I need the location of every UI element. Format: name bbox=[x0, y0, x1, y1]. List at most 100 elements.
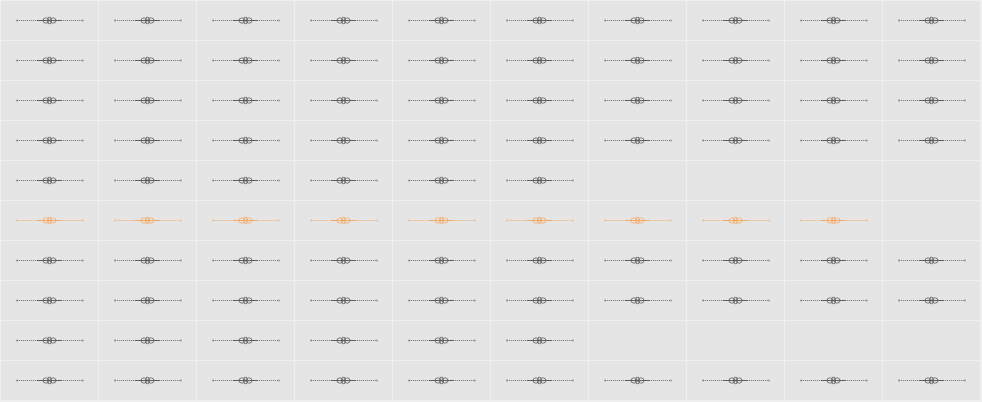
ornamental-divider-icon bbox=[702, 296, 770, 305]
ornamental-divider-icon bbox=[114, 16, 182, 25]
grid-cell bbox=[589, 81, 686, 120]
grid-cell bbox=[99, 321, 196, 360]
grid-cell bbox=[687, 281, 784, 320]
grid-cell bbox=[1, 321, 98, 360]
ornamental-divider-icon bbox=[310, 136, 378, 145]
grid-cell bbox=[785, 1, 882, 40]
ornamental-divider-icon bbox=[114, 176, 182, 185]
ornamental-divider-icon bbox=[310, 376, 378, 385]
grid-cell bbox=[589, 321, 686, 360]
grid-cell bbox=[99, 281, 196, 320]
grid-cell bbox=[393, 161, 490, 200]
grid-cell bbox=[295, 41, 392, 80]
ornamental-divider-icon bbox=[310, 16, 378, 25]
grid-cell bbox=[197, 281, 294, 320]
ornamental-divider-icon bbox=[408, 376, 476, 385]
grid-cell bbox=[99, 41, 196, 80]
grid-cell bbox=[99, 121, 196, 160]
grid-cell bbox=[197, 361, 294, 400]
grid-cell bbox=[295, 281, 392, 320]
grid-cell bbox=[491, 361, 588, 400]
ornamental-divider-icon bbox=[16, 56, 84, 65]
grid-cell bbox=[491, 201, 588, 240]
grid-cell bbox=[197, 201, 294, 240]
ornamental-divider-icon bbox=[16, 136, 84, 145]
grid-cell bbox=[197, 321, 294, 360]
grid-cell bbox=[1, 81, 98, 120]
grid-cell bbox=[589, 161, 686, 200]
ornamental-divider-icon bbox=[408, 176, 476, 185]
ornamental-divider-icon bbox=[310, 216, 378, 225]
ornamental-divider-icon bbox=[604, 216, 672, 225]
grid-cell bbox=[295, 121, 392, 160]
grid-cell bbox=[393, 281, 490, 320]
ornamental-divider-icon bbox=[212, 336, 280, 345]
grid-cell bbox=[589, 241, 686, 280]
ornamental-divider-icon bbox=[310, 296, 378, 305]
grid-cell bbox=[393, 1, 490, 40]
grid-cell bbox=[1, 41, 98, 80]
ornamental-divider-icon bbox=[212, 136, 280, 145]
ornamental-divider-icon bbox=[212, 376, 280, 385]
grid-cell bbox=[589, 41, 686, 80]
grid-cell bbox=[393, 121, 490, 160]
grid-cell bbox=[197, 121, 294, 160]
grid-cell bbox=[99, 1, 196, 40]
grid-cell bbox=[589, 281, 686, 320]
ornamental-divider-icon bbox=[506, 376, 574, 385]
ornamental-divider-icon bbox=[114, 336, 182, 345]
ornamental-divider-icon bbox=[16, 296, 84, 305]
grid-cell bbox=[687, 201, 784, 240]
grid-cell bbox=[589, 1, 686, 40]
ornamental-divider-icon bbox=[310, 336, 378, 345]
ornamental-divider-icon bbox=[408, 256, 476, 265]
grid-cell bbox=[491, 121, 588, 160]
ornamental-divider-icon bbox=[408, 216, 476, 225]
grid-cell bbox=[785, 201, 882, 240]
grid-cell bbox=[393, 361, 490, 400]
ornamental-divider-icon bbox=[506, 176, 574, 185]
grid-cell bbox=[1, 201, 98, 240]
grid-cell bbox=[687, 81, 784, 120]
grid-cell bbox=[393, 321, 490, 360]
grid-cell bbox=[785, 361, 882, 400]
ornamental-divider-icon bbox=[212, 296, 280, 305]
ornamental-divider-icon bbox=[212, 96, 280, 105]
grid-cell bbox=[295, 241, 392, 280]
ornamental-divider-icon bbox=[16, 96, 84, 105]
grid-cell bbox=[99, 201, 196, 240]
grid-cell bbox=[197, 161, 294, 200]
grid-cell bbox=[687, 161, 784, 200]
ornamental-divider-icon bbox=[702, 136, 770, 145]
grid-cell bbox=[295, 161, 392, 200]
ornamental-divider-icon bbox=[212, 176, 280, 185]
ornamental-divider-icon bbox=[898, 16, 966, 25]
ornamental-divider-icon bbox=[114, 296, 182, 305]
ornamental-divider-icon bbox=[800, 256, 868, 265]
ornamental-divider-icon bbox=[16, 216, 84, 225]
grid-cell bbox=[883, 241, 980, 280]
ornamental-divider-icon bbox=[898, 96, 966, 105]
ornamental-divider-icon bbox=[604, 56, 672, 65]
ornamental-divider-icon bbox=[604, 96, 672, 105]
ornamental-divider-icon bbox=[604, 296, 672, 305]
grid-cell bbox=[785, 321, 882, 360]
grid-cell bbox=[99, 161, 196, 200]
grid-cell bbox=[883, 281, 980, 320]
grid-cell bbox=[785, 81, 882, 120]
ornamental-divider-icon bbox=[16, 16, 84, 25]
ornamental-divider-icon bbox=[408, 296, 476, 305]
grid-cell bbox=[491, 161, 588, 200]
ornamental-divider-icon bbox=[506, 136, 574, 145]
ornamental-divider-icon bbox=[506, 256, 574, 265]
ornamental-divider-icon bbox=[604, 376, 672, 385]
ornamental-divider-icon bbox=[702, 56, 770, 65]
grid-cell bbox=[393, 201, 490, 240]
ornamental-divider-icon bbox=[898, 376, 966, 385]
ornamental-divider-icon bbox=[16, 336, 84, 345]
ornamental-divider-icon bbox=[702, 216, 770, 225]
grid-cell bbox=[1, 1, 98, 40]
ornamental-divider-icon bbox=[800, 376, 868, 385]
ornamental-divider-icon bbox=[408, 16, 476, 25]
